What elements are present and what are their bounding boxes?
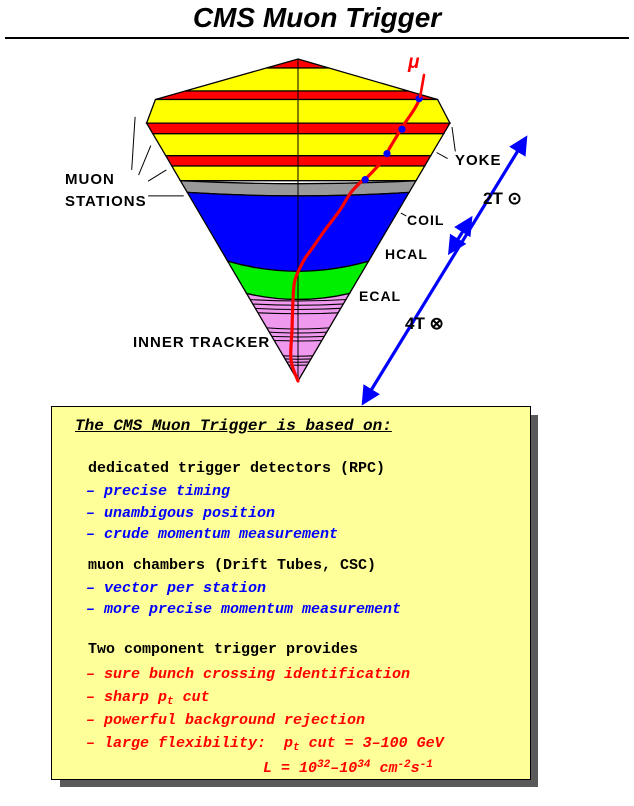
svg-text:2T ⊙: 2T ⊙ (483, 189, 522, 208)
svg-text:INNER TRACKER: INNER TRACKER (133, 334, 270, 351)
svg-text:YOKE: YOKE (455, 152, 502, 169)
svg-text:STATIONS: STATIONS (65, 193, 147, 210)
svg-text:μ: μ (407, 52, 420, 73)
svg-text:HCAL: HCAL (385, 246, 428, 262)
svg-text:ECAL: ECAL (359, 288, 401, 304)
svg-text:COIL: COIL (407, 212, 444, 228)
svg-text:4T ⊗: 4T ⊗ (405, 314, 444, 333)
svg-text:MUON: MUON (65, 171, 115, 188)
